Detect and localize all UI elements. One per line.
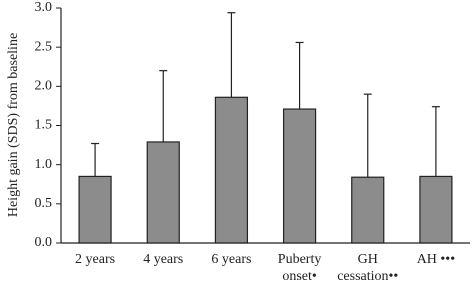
bar [214,96,249,244]
bar [78,175,112,244]
y-tick-label: 2.5 [35,39,53,54]
y-tick-label: 3.0 [35,0,53,15]
x-tick-label: Puberty onset• [278,252,322,284]
x-tick-label: 6 years [211,252,251,267]
y-tick-label: 1.5 [35,118,53,133]
y-tick-label: 2.0 [35,79,53,94]
x-tick-label: 4 years [143,252,183,267]
x-tick-label: GH cessation•• [337,252,398,284]
bar [146,141,180,244]
bar [351,176,385,244]
bar [282,108,317,244]
x-tick-label: 2 years [75,252,115,267]
x-tick-label: AH ••• [417,252,456,267]
y-axis-label: Height gain (SDS) from baseline [6,33,21,217]
y-tick-label: 0.0 [35,235,53,250]
y-tick-label: 0.5 [35,196,53,211]
y-tick-label: 1.0 [35,157,53,172]
bar [419,175,453,244]
